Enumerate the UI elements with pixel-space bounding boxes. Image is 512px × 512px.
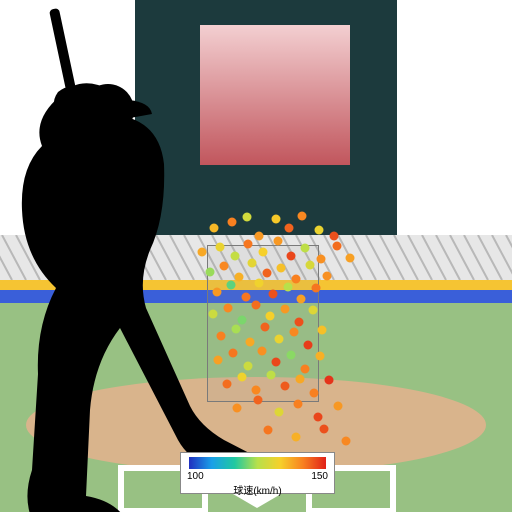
- batter-silhouette: [0, 0, 512, 512]
- legend-tick-min: 100: [187, 471, 204, 482]
- pitch-location-chart: 100 150 球速(km/h): [0, 0, 512, 512]
- legend-ticks: 100 150: [181, 471, 334, 482]
- legend-tick-max: 150: [311, 471, 328, 482]
- legend-label: 球速(km/h): [181, 482, 334, 499]
- speed-legend: 100 150 球速(km/h): [180, 452, 335, 494]
- legend-color-bar: [189, 457, 326, 469]
